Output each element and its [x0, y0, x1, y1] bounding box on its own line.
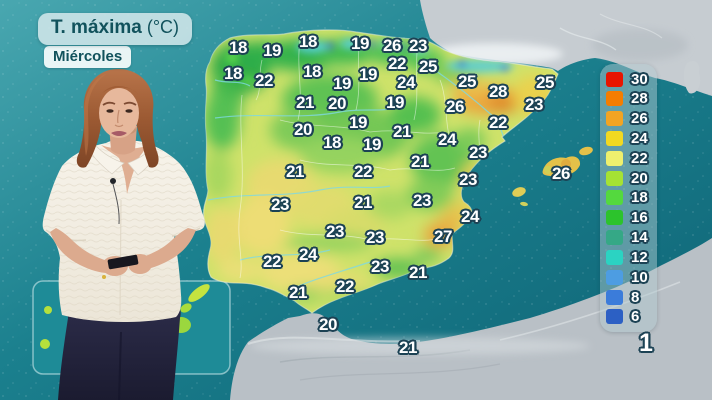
- legend-value: 28: [631, 90, 648, 108]
- legend-item: 16: [606, 210, 652, 226]
- legend-item: 18: [606, 190, 652, 206]
- legend-value: 14: [631, 229, 648, 247]
- mountain-cold-patches: [226, 39, 514, 85]
- legend-value: 8: [631, 288, 640, 306]
- legend-value: 6: [631, 308, 640, 326]
- legend-item: 24: [606, 130, 652, 146]
- title-block: T. máxima (°C) Miércoles: [38, 13, 193, 68]
- legend-color-swatch: [606, 269, 623, 285]
- legend-color-swatch: [606, 170, 623, 186]
- legend-item: 20: [606, 170, 652, 186]
- legend-color-swatch: [606, 130, 623, 146]
- legend-color-swatch: [606, 190, 623, 206]
- legend-color-swatch: [606, 289, 623, 305]
- page-indicator: 1: [639, 329, 653, 357]
- legend-color-swatch: [606, 230, 623, 246]
- legend-value: 16: [631, 209, 648, 227]
- legend-value: 12: [631, 248, 648, 266]
- legend-item: 30: [606, 71, 652, 87]
- legend-item: 6: [606, 309, 652, 325]
- map-title: T. máxima: [51, 17, 142, 38]
- legend-item: 14: [606, 230, 652, 246]
- legend-value: 20: [631, 169, 648, 187]
- legend-item: 22: [606, 150, 652, 166]
- legend-color-swatch: [606, 210, 623, 226]
- lapel-microphone: [110, 178, 116, 184]
- legend-value: 18: [631, 189, 648, 207]
- temperature-legend: 30 28 26 24 22 20 18 16 14 12 10 8 6: [600, 64, 657, 332]
- map-title-unit: (°C): [146, 17, 180, 37]
- legend-item: 8: [606, 289, 652, 305]
- legend-color-swatch: [606, 71, 623, 87]
- legend-color-swatch: [606, 249, 623, 265]
- region-borders: [238, 34, 481, 279]
- iberian-peninsula: [202, 29, 559, 314]
- legend-value: 10: [631, 268, 648, 286]
- presenter-hair: [76, 69, 159, 168]
- legend-value: 24: [631, 129, 648, 147]
- legend-color-swatch: [606, 150, 623, 166]
- weather-presenter: [42, 69, 205, 400]
- presenter-pants: [58, 306, 181, 400]
- legend-item: 28: [606, 91, 652, 107]
- ring: [102, 275, 106, 279]
- day-label: Miércoles: [44, 46, 132, 68]
- legend-color-swatch: [606, 309, 623, 325]
- rivers: [207, 67, 505, 291]
- balearic-islands: [512, 146, 593, 207]
- legend-item: 12: [606, 249, 652, 265]
- legend-item: 10: [606, 269, 652, 285]
- north-africa-landmass: [230, 238, 712, 400]
- legend-value: 30: [631, 70, 648, 88]
- presenter-remote: [107, 254, 139, 270]
- legend-item: 26: [606, 111, 652, 127]
- legend-color-swatch: [606, 91, 623, 107]
- map-title-pill: T. máxima (°C): [38, 13, 193, 45]
- legend-value: 26: [631, 110, 648, 128]
- legend-value: 22: [631, 149, 648, 167]
- legend-color-swatch: [606, 111, 623, 127]
